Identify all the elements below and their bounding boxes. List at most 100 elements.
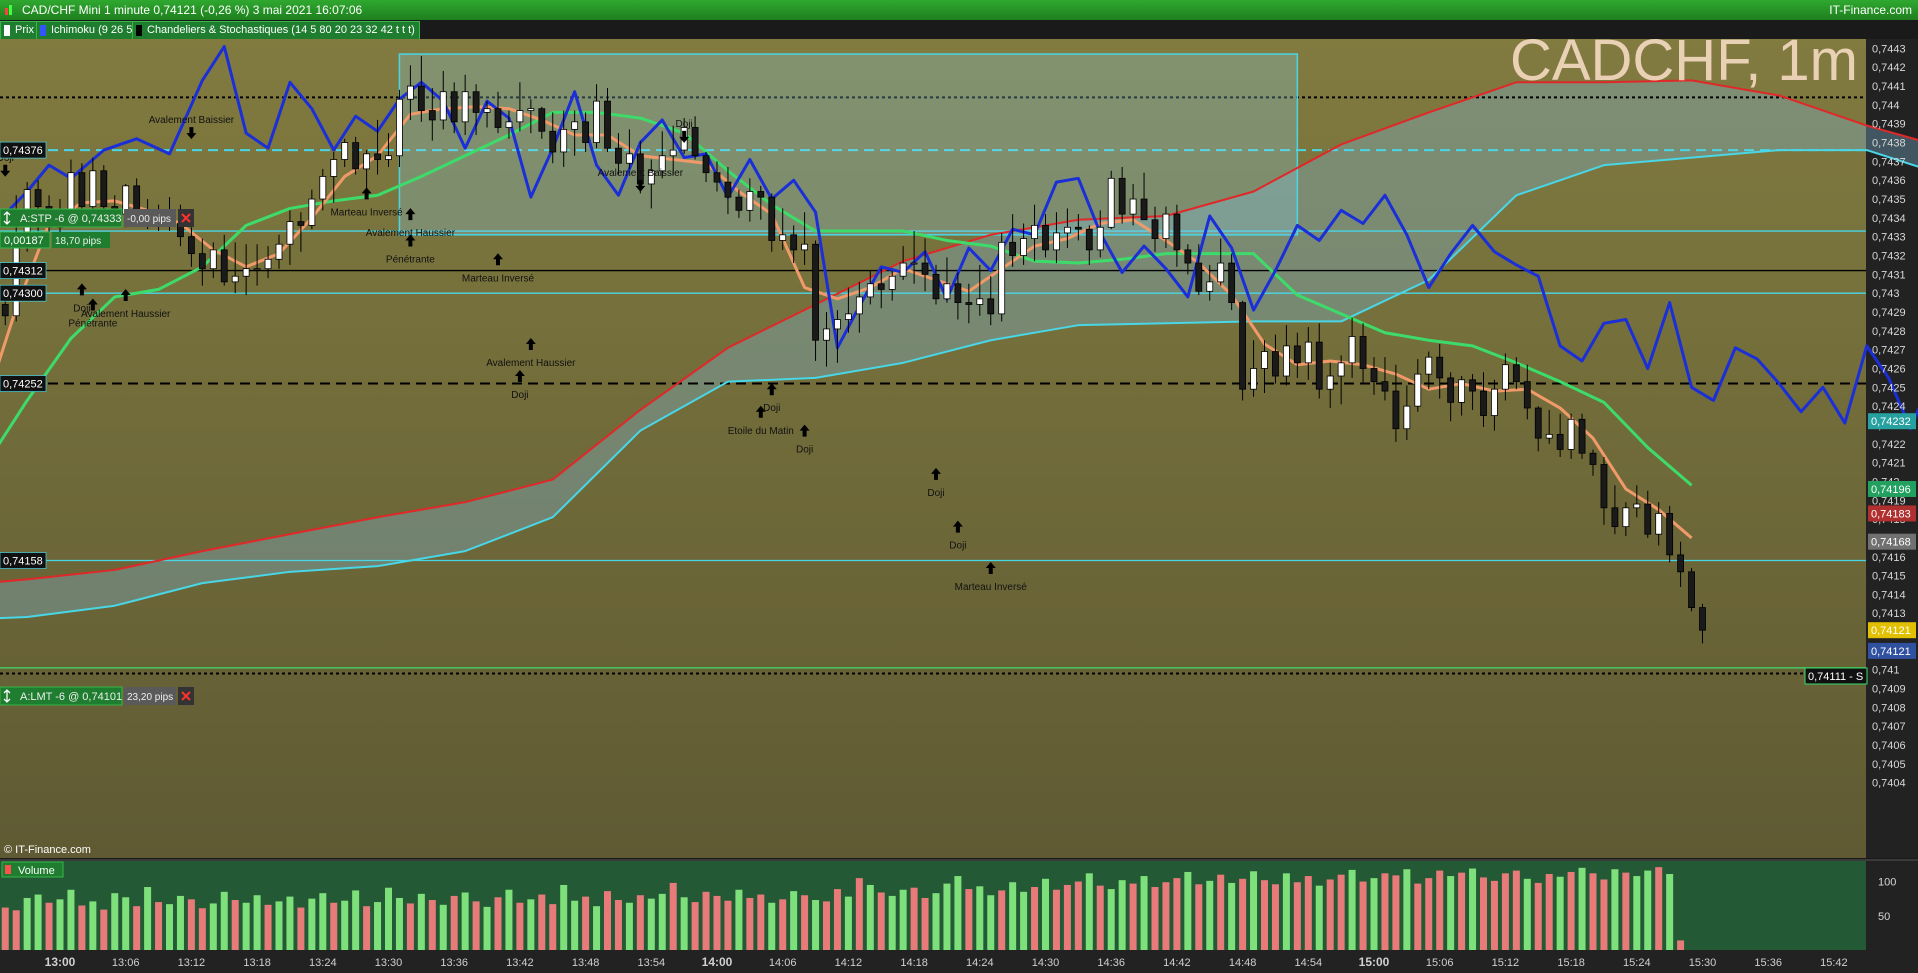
candle[interactable] xyxy=(604,87,611,152)
candle[interactable] xyxy=(89,157,97,216)
candle[interactable] xyxy=(341,138,349,168)
volume-bar[interactable] xyxy=(1239,878,1247,950)
candle[interactable] xyxy=(1512,357,1520,390)
volume-bar[interactable] xyxy=(220,891,228,950)
volume-bar[interactable] xyxy=(1480,877,1487,950)
volume-bar[interactable] xyxy=(1206,880,1214,950)
volume-bar[interactable] xyxy=(625,902,633,950)
candle[interactable] xyxy=(319,168,327,211)
pattern-marker[interactable]: Avalement Haussier xyxy=(81,289,171,320)
volume-bar[interactable] xyxy=(1545,874,1553,950)
candle[interactable] xyxy=(1666,505,1674,563)
volume-bar[interactable] xyxy=(943,883,951,950)
volume-bar[interactable] xyxy=(1469,868,1477,950)
volume-bar[interactable] xyxy=(647,898,655,950)
volume-bar[interactable] xyxy=(1414,883,1422,950)
volume-bar[interactable] xyxy=(122,897,130,950)
candle[interactable] xyxy=(702,151,710,183)
candle[interactable] xyxy=(1337,355,1345,405)
candle[interactable] xyxy=(483,101,491,128)
candle[interactable] xyxy=(1020,223,1027,265)
pattern-marker[interactable]: Doji xyxy=(73,283,91,314)
left-price-tag[interactable]: 0,74252 xyxy=(0,375,47,392)
volume-bar[interactable] xyxy=(1589,873,1597,950)
candle[interactable] xyxy=(253,244,261,286)
candle[interactable] xyxy=(998,232,1006,322)
volume-bar[interactable] xyxy=(144,887,152,950)
candle[interactable] xyxy=(560,110,568,168)
pattern-marker[interactable]: Marteau Inversé xyxy=(330,187,403,218)
volume-bar[interactable] xyxy=(812,900,820,950)
volume-bar[interactable] xyxy=(965,889,973,950)
candle[interactable] xyxy=(1085,225,1093,265)
candle[interactable] xyxy=(1502,353,1509,401)
volume-bar[interactable] xyxy=(560,884,568,950)
volume-bar[interactable] xyxy=(757,894,765,950)
volume-bar[interactable] xyxy=(987,895,995,950)
candle[interactable] xyxy=(801,212,808,265)
volume-bar[interactable] xyxy=(406,903,414,950)
candle[interactable] xyxy=(220,234,228,286)
candle[interactable] xyxy=(691,116,699,160)
candle[interactable] xyxy=(286,210,294,265)
volume-bar[interactable] xyxy=(1304,876,1312,950)
volume-bar[interactable] xyxy=(1271,884,1279,950)
volume-bar[interactable] xyxy=(1633,876,1641,950)
volume-bar[interactable] xyxy=(133,906,141,950)
pattern-marker[interactable]: Doji xyxy=(796,424,813,456)
volume-bar[interactable] xyxy=(1337,874,1345,950)
volume-bar[interactable] xyxy=(823,901,830,950)
candle[interactable] xyxy=(1699,603,1706,644)
volume-bar[interactable] xyxy=(111,893,119,950)
volume-bar[interactable] xyxy=(1403,869,1411,950)
volume-bar[interactable] xyxy=(1458,872,1466,950)
volume-bar[interactable] xyxy=(636,895,644,950)
pattern-marker[interactable]: Pénétrante xyxy=(68,298,118,329)
candle[interactable] xyxy=(779,208,787,250)
volume-bar[interactable] xyxy=(855,878,863,950)
candle[interactable] xyxy=(242,244,250,296)
volume-bar[interactable] xyxy=(89,901,97,950)
candle[interactable] xyxy=(1315,323,1323,399)
candle[interactable] xyxy=(899,246,907,280)
volume-bar[interactable] xyxy=(1140,876,1148,950)
volume-bar[interactable] xyxy=(78,905,86,951)
volume-bar[interactable] xyxy=(198,908,206,950)
candle[interactable] xyxy=(582,112,589,152)
candle[interactable] xyxy=(1140,172,1148,221)
candle[interactable] xyxy=(987,276,995,326)
candle[interactable] xyxy=(1633,485,1641,518)
candle[interactable] xyxy=(1480,372,1487,427)
candle[interactable] xyxy=(1118,167,1126,224)
candle[interactable] xyxy=(417,55,425,122)
price-axis[interactable] xyxy=(1866,39,1918,858)
volume-bar[interactable] xyxy=(735,889,743,950)
volume-bar[interactable] xyxy=(1217,874,1225,950)
volume-bar[interactable] xyxy=(308,898,316,950)
volume-bar[interactable] xyxy=(593,906,601,950)
drag-handle-icon[interactable] xyxy=(3,211,11,225)
pattern-marker[interactable]: Doji xyxy=(676,119,693,143)
volume-bar[interactable] xyxy=(932,893,940,950)
volume-bar[interactable] xyxy=(374,902,382,950)
volume-bar[interactable] xyxy=(954,876,962,950)
candle[interactable] xyxy=(1545,409,1553,444)
volume-bar[interactable] xyxy=(1600,879,1608,950)
pattern-marker[interactable]: Avalement Baissier xyxy=(149,115,235,140)
volume-bar[interactable] xyxy=(439,904,447,950)
chikou-line[interactable] xyxy=(0,45,1918,631)
candle[interactable] xyxy=(1184,244,1192,275)
candle[interactable] xyxy=(1206,264,1214,301)
candle[interactable] xyxy=(845,287,852,333)
candle[interactable] xyxy=(1151,206,1159,252)
candle[interactable] xyxy=(757,185,765,220)
volume-bar[interactable] xyxy=(1370,878,1378,950)
candle[interactable] xyxy=(231,242,239,294)
candle[interactable] xyxy=(1359,323,1367,384)
candle[interactable] xyxy=(746,178,754,222)
senkou-span-a-line[interactable] xyxy=(0,149,1918,628)
volume-bar[interactable] xyxy=(1282,873,1290,950)
volume-bar[interactable] xyxy=(527,899,535,950)
volume-bar[interactable] xyxy=(768,902,776,950)
volume-bar[interactable] xyxy=(1348,869,1356,950)
